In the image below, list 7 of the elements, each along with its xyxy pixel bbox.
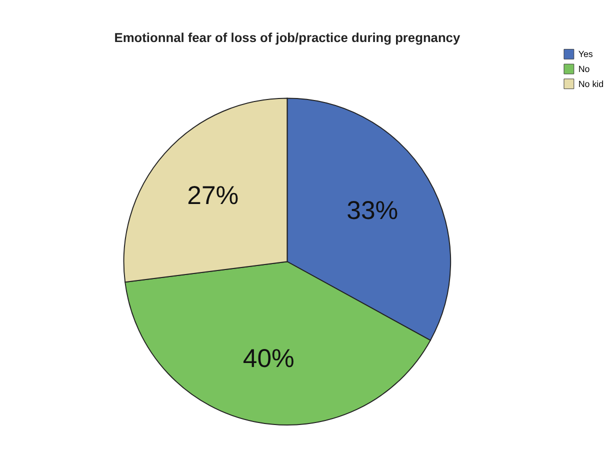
legend-label: No [578,64,590,74]
legend-label: No kid [578,78,604,89]
data-label: 33% [346,197,398,226]
data-label: 40% [242,344,294,373]
legend-label: Yes [578,49,594,60]
chart-title: Emotionnal fear of loss of job/practice during pregnancy [114,30,461,45]
data-label: 27% [187,182,239,210]
